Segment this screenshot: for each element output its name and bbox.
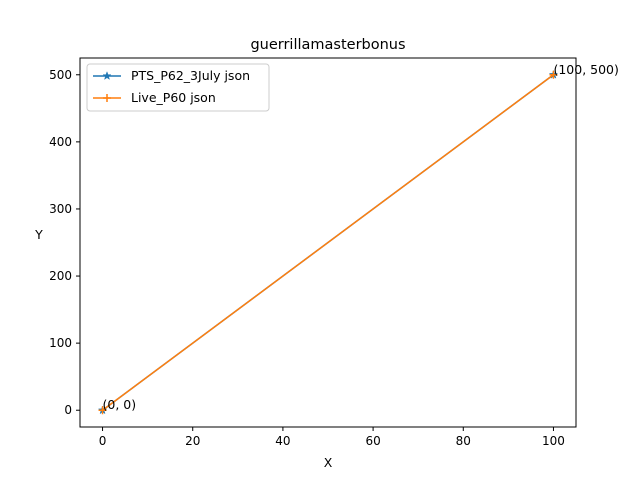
series-2-point xyxy=(98,406,107,415)
x-axis: 0 20 40 60 80 100 xyxy=(99,427,565,448)
x-tick-label: 60 xyxy=(365,434,380,448)
y-tick-label: 400 xyxy=(49,135,72,149)
y-tick-label: 300 xyxy=(49,202,72,216)
x-tick-label: 0 xyxy=(99,434,107,448)
point-annotation: (0, 0) xyxy=(103,397,137,412)
y-tick-label: 0 xyxy=(64,403,72,417)
x-axis-label: X xyxy=(324,455,333,470)
legend: PTS_P62_3July json Live_P60 json xyxy=(86,63,270,112)
x-tick-label: 40 xyxy=(275,434,290,448)
x-tick-label: 20 xyxy=(185,434,200,448)
y-tick-label: 200 xyxy=(49,269,72,283)
point-annotation: (100, 500) xyxy=(553,62,618,77)
series-line-2 xyxy=(102,74,554,411)
legend-marker xyxy=(103,94,111,102)
x-tick-label: 80 xyxy=(456,434,471,448)
y-tick-label: 100 xyxy=(49,336,72,350)
y-axis-label: Y xyxy=(34,227,43,242)
chart-title: guerrillamasterbonus xyxy=(250,37,405,53)
series-2-point xyxy=(549,70,558,79)
x-tick-label: 100 xyxy=(542,434,565,448)
annotations: (0, 0) (100, 500) xyxy=(103,62,619,412)
plot-area-frame xyxy=(79,57,577,428)
y-axis: 0 100 200 300 400 500 xyxy=(49,68,80,417)
legend-label: PTS_P62_3July json xyxy=(131,68,250,83)
legend-label: Live_P60 json xyxy=(131,90,216,105)
legend-marker xyxy=(102,71,112,81)
legend-box xyxy=(86,63,270,112)
plot-marks xyxy=(97,69,559,415)
y-tick-label: 500 xyxy=(49,68,72,82)
